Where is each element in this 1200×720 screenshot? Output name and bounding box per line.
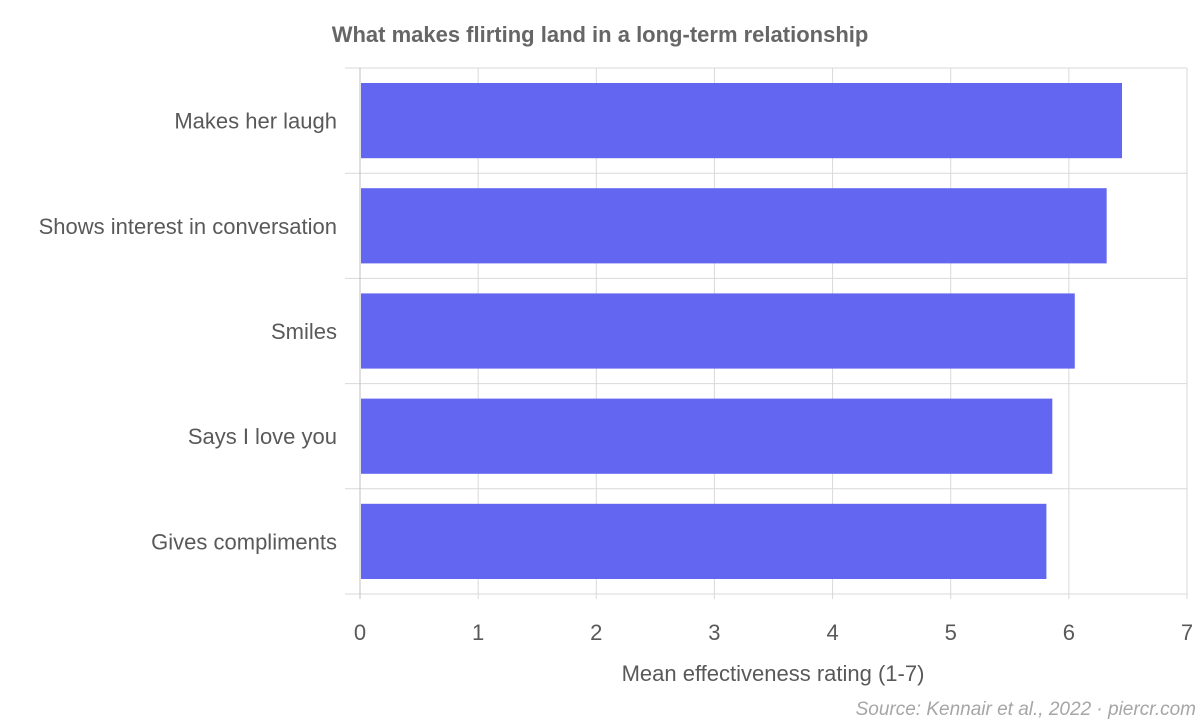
- bar: [361, 293, 1075, 369]
- chart-title: What makes flirting land in a long-term …: [332, 22, 869, 47]
- x-axis-title: Mean effectiveness rating (1-7): [622, 661, 925, 686]
- category-labels: Makes her laugh Shows interest in convers…: [39, 109, 337, 555]
- x-tick-label: 5: [945, 620, 957, 645]
- x-tick-label: 3: [708, 620, 720, 645]
- category-label: Gives compliments: [151, 529, 337, 554]
- bars: [361, 83, 1123, 579]
- category-label: Says I love you: [188, 424, 337, 449]
- x-tick-label: 1: [472, 620, 484, 645]
- category-label: Shows interest in conversation: [39, 214, 337, 239]
- category-label: Smiles: [271, 319, 337, 344]
- category-label: Makes her laugh: [174, 109, 337, 134]
- bar: [361, 398, 1053, 474]
- x-axis-ticks: 0 1 2 3 4 5 6 7: [354, 620, 1193, 645]
- x-tick-label: 4: [826, 620, 838, 645]
- bar: [361, 503, 1047, 579]
- bar: [361, 188, 1107, 264]
- x-tick-label: 0: [354, 620, 366, 645]
- x-tick-label: 6: [1063, 620, 1075, 645]
- bar: [361, 83, 1123, 159]
- x-tick-label: 7: [1181, 620, 1193, 645]
- source-note: Source: Kennair et al., 2022 · piercr.co…: [856, 699, 1196, 720]
- x-tick-label: 2: [590, 620, 602, 645]
